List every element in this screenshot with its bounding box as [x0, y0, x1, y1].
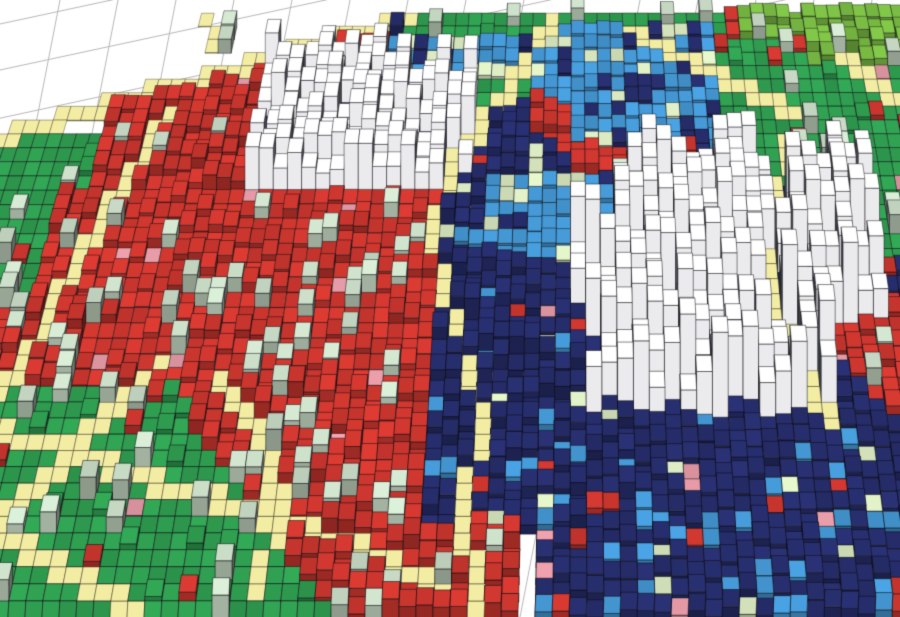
city-3d-render[interactable]	[0, 0, 900, 617]
city-model-viewport	[0, 0, 900, 617]
